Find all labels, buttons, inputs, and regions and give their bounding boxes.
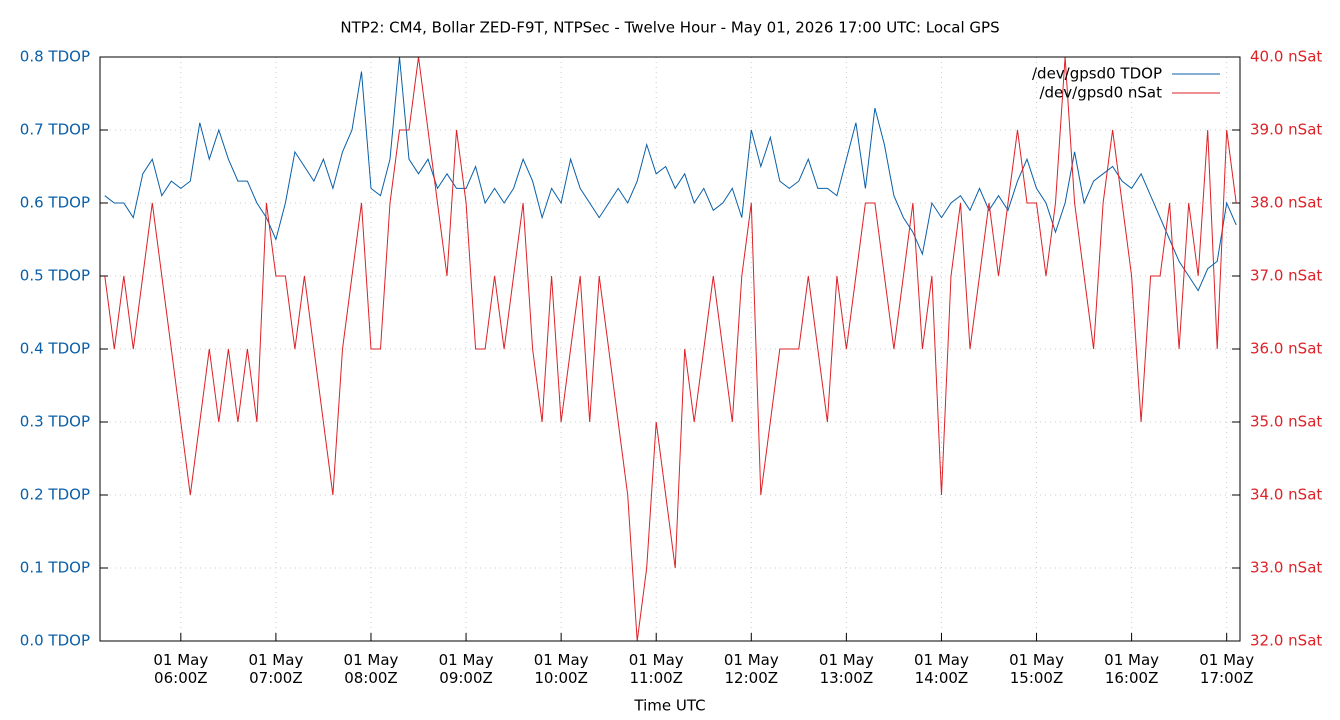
y-tick-label: 0.5 TDOP <box>20 267 90 285</box>
series-line <box>104 56 1237 292</box>
x-tick-label: 01 May 17:00Z <box>1199 651 1255 687</box>
legend-label: /dev/gpsd0 TDOP <box>1032 65 1162 83</box>
y2-tick-label: 35.0 nSat <box>1250 413 1322 431</box>
y2-tick-label: 33.0 nSat <box>1250 559 1322 577</box>
y2-tick-label: 40.0 nSat <box>1250 48 1322 66</box>
x-tick-label: 01 May 15:00Z <box>1009 651 1064 687</box>
x-tick-label: 01 May 10:00Z <box>533 651 589 687</box>
x-tick-label: 01 May 09:00Z <box>438 651 494 687</box>
y-tick-label: 0.6 TDOP <box>20 194 90 212</box>
x-tick-label: 01 May 16:00Z <box>1104 651 1160 687</box>
y-tick-label: 0.3 TDOP <box>20 413 90 431</box>
y2-tick-label: 34.0 nSat <box>1250 486 1322 504</box>
y2-tick-label: 36.0 nSat <box>1250 340 1322 358</box>
x-tick-label: 01 May 13:00Z <box>818 651 874 687</box>
y-tick-label: 0.7 TDOP <box>20 121 90 139</box>
x-tick-label: 01 May 11:00Z <box>628 651 684 687</box>
plot-border <box>99 56 1241 642</box>
series-line <box>104 56 1237 642</box>
x-tick-label: 01 May 06:00Z <box>153 651 209 687</box>
y-tick-label: 0.4 TDOP <box>20 340 90 358</box>
chart-title: NTP2: CM4, Bollar ZED-F9T, NTPSec - Twel… <box>340 19 999 37</box>
x-tick-label: 01 May 07:00Z <box>248 651 304 687</box>
legend-label: /dev/gpsd0 nSat <box>1039 84 1162 102</box>
y-tick-label: 0.2 TDOP <box>20 486 90 504</box>
y-tick-label: 0.0 TDOP <box>20 632 90 650</box>
y-tick-label: 0.8 TDOP <box>20 48 90 66</box>
y2-tick-label: 39.0 nSat <box>1250 121 1322 139</box>
x-tick-label: 01 May 08:00Z <box>343 651 399 687</box>
y-tick-label: 0.1 TDOP <box>20 559 90 577</box>
x-axis-label: Time UTC <box>633 697 705 715</box>
y2-tick-label: 37.0 nSat <box>1250 267 1322 285</box>
x-tick-label: 01 May 12:00Z <box>723 651 779 687</box>
y2-tick-label: 38.0 nSat <box>1250 194 1322 212</box>
x-tick-label: 01 May 14:00Z <box>914 651 969 687</box>
y2-tick-label: 32.0 nSat <box>1250 632 1322 650</box>
